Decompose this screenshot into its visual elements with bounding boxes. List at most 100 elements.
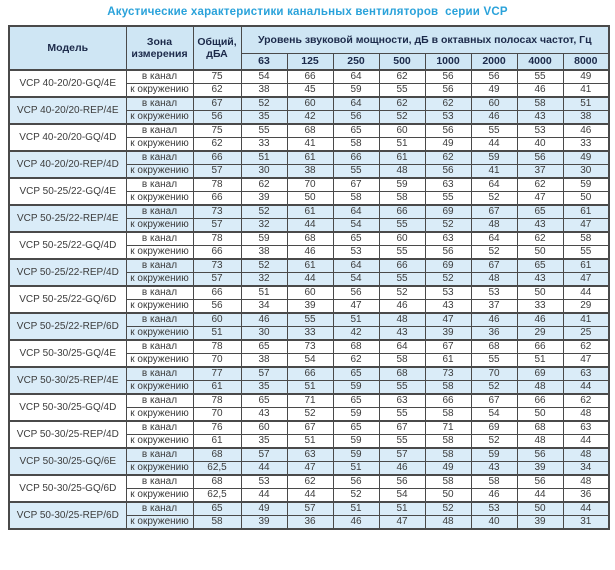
band-level-cell: 64 (332, 258, 380, 273)
band-level-cell: 47 (286, 461, 334, 476)
band-level-cell: 30 (562, 164, 610, 179)
band-level-cell: 57 (240, 447, 288, 462)
total-dba-cell: 65 (192, 501, 242, 516)
band-level-cell: 52 (240, 96, 288, 111)
column-header-freq-8000: 8000 (562, 52, 610, 71)
total-dba-cell: 78 (192, 177, 242, 192)
table-body: VCP 40-20/20-GQ/4E в канал 75 54 66 64 62 56 56 5… (8, 69, 610, 530)
band-level-cell: 68 (378, 366, 426, 381)
band-level-cell: 46 (562, 123, 610, 138)
band-level-cell: 58 (424, 447, 472, 462)
band-level-cell: 54 (332, 272, 380, 287)
band-level-cell: 60 (378, 123, 426, 138)
total-dba-cell: 70 (192, 407, 242, 422)
band-level-cell: 53 (240, 474, 288, 489)
band-level-cell: 32 (240, 218, 288, 233)
band-level-cell: 37 (470, 299, 518, 314)
band-level-cell: 55 (378, 218, 426, 233)
band-level-cell: 48 (562, 474, 610, 489)
model-cell: VCP 40-20/20-GQ/4D (8, 123, 127, 152)
band-level-cell: 63 (286, 447, 334, 462)
table-row-duct: VCP 40-20/20-REP/4E в канал 67 52 60 64 62 62 60… (8, 96, 610, 125)
table-row-duct: VCP 50-30/25-GQ/4E в канал 78 65 73 68 64 67 68 6… (8, 339, 610, 368)
band-level-cell: 47 (424, 312, 472, 327)
band-level-cell: 60 (378, 231, 426, 246)
band-level-cell: 55 (516, 69, 564, 84)
total-dba-cell: 62 (192, 83, 242, 98)
band-level-cell: 48 (516, 380, 564, 395)
band-level-cell: 43 (424, 299, 472, 314)
band-level-cell: 63 (424, 231, 472, 246)
band-level-cell: 66 (378, 204, 426, 219)
model-cell: VCP 50-30/25-GQ/4E (8, 339, 127, 368)
zone-cell: к окружению (125, 326, 194, 341)
band-level-cell: 57 (240, 366, 288, 381)
band-level-cell: 68 (332, 339, 380, 354)
band-level-cell: 44 (516, 488, 564, 503)
band-level-cell: 34 (562, 461, 610, 476)
band-level-cell: 38 (240, 245, 288, 260)
table-row-ambient: к окружению 56 34 39 47 46 43 37 33 29 (9, 299, 610, 314)
band-level-cell: 56 (516, 474, 564, 489)
band-level-cell: 53 (516, 123, 564, 138)
total-dba-cell: 61 (192, 434, 242, 449)
zone-cell: к окружению (125, 380, 194, 395)
band-level-cell: 62 (516, 231, 564, 246)
band-level-cell: 56 (424, 245, 472, 260)
zone-cell: в канал (125, 285, 194, 300)
band-level-cell: 73 (424, 366, 472, 381)
total-dba-cell: 75 (192, 123, 242, 138)
band-level-cell: 49 (424, 137, 472, 152)
band-level-cell: 48 (378, 312, 426, 327)
zone-cell: к окружению (125, 353, 194, 368)
total-dba-cell: 78 (192, 339, 242, 354)
band-level-cell: 53 (470, 285, 518, 300)
band-level-cell: 68 (286, 123, 334, 138)
table-header: Модель Зона измерения Общий, дБА Уровень… (8, 25, 610, 71)
band-level-cell: 56 (470, 69, 518, 84)
band-level-cell: 33 (240, 137, 288, 152)
table-row-duct: VCP 50-25/22-REP/4D в канал 73 52 61 64 66 69 67… (8, 258, 610, 287)
band-level-cell: 63 (562, 420, 610, 435)
band-level-cell: 66 (378, 258, 426, 273)
band-level-cell: 55 (378, 272, 426, 287)
table-row-duct: VCP 50-30/25-REP/4D в канал 76 60 67 65 67 71 69… (8, 420, 610, 449)
band-level-cell: 55 (470, 353, 518, 368)
band-level-cell: 65 (332, 231, 380, 246)
band-level-cell: 67 (470, 204, 518, 219)
band-level-cell: 62 (378, 69, 426, 84)
total-dba-cell: 76 (192, 420, 242, 435)
band-level-cell: 44 (562, 380, 610, 395)
column-header-sound-power-group: Уровень звуковой мощности, дБ в октавных… (240, 25, 610, 54)
band-level-cell: 66 (286, 366, 334, 381)
zone-cell: в канал (125, 312, 194, 327)
table-row-ambient: к окружению 70 38 54 62 58 61 55 51 47 (9, 353, 610, 368)
band-level-cell: 25 (562, 326, 610, 341)
zone-cell: к окружению (125, 191, 194, 206)
band-level-cell: 58 (424, 407, 472, 422)
band-level-cell: 51 (332, 312, 380, 327)
band-level-cell: 35 (240, 110, 288, 125)
zone-cell: к окружению (125, 434, 194, 449)
band-level-cell: 52 (470, 191, 518, 206)
band-level-cell: 64 (332, 204, 380, 219)
band-level-cell: 63 (562, 366, 610, 381)
band-level-cell: 51 (516, 353, 564, 368)
zone-cell: к окружению (125, 83, 194, 98)
band-level-cell: 43 (516, 272, 564, 287)
band-level-cell: 53 (470, 501, 518, 516)
band-level-cell: 55 (470, 123, 518, 138)
band-level-cell: 53 (424, 285, 472, 300)
total-dba-cell: 67 (192, 96, 242, 111)
band-level-cell: 61 (378, 150, 426, 165)
band-level-cell: 56 (332, 110, 380, 125)
band-level-cell: 58 (378, 191, 426, 206)
table-row-ambient: к окружению 56 35 42 56 52 53 46 43 38 (9, 110, 610, 125)
band-level-cell: 59 (332, 83, 380, 98)
band-level-cell: 52 (470, 434, 518, 449)
table-row-duct: VCP 50-25/22-GQ/4E в канал 78 62 70 67 59 63 64 6… (8, 177, 610, 206)
table-row-duct: VCP 50-30/25-GQ/6E в канал 68 57 63 59 57 58 59 5… (8, 447, 610, 476)
band-level-cell: 39 (516, 461, 564, 476)
band-level-cell: 65 (516, 204, 564, 219)
band-level-cell: 58 (332, 191, 380, 206)
